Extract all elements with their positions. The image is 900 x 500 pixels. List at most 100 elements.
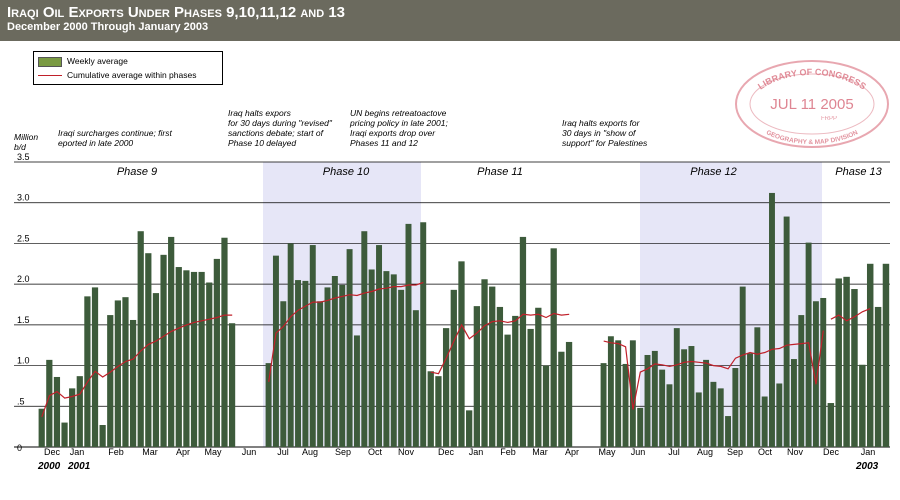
bar xyxy=(725,416,732,447)
bar xyxy=(512,315,519,447)
bar xyxy=(353,335,360,447)
bar xyxy=(504,334,511,447)
bar xyxy=(427,371,434,447)
x-tick-label: Apr xyxy=(565,447,579,457)
bar xyxy=(295,280,302,447)
library-stamp: LIBRARY OF CONGRESS JUL 11 2005 FRPP GEO… xyxy=(735,60,889,148)
x-tick-label: May xyxy=(204,447,222,457)
y-tick-label: 3.0 xyxy=(17,193,30,203)
bar xyxy=(558,351,565,447)
bar xyxy=(783,216,790,447)
y-axis-label: Million b/d xyxy=(14,132,39,152)
bar xyxy=(695,392,702,447)
bar xyxy=(851,289,858,447)
x-tick-label: Sep xyxy=(727,447,743,457)
x-tick-label: Jul xyxy=(668,447,680,457)
cumulative-line xyxy=(41,314,233,418)
cumulative-line xyxy=(603,330,824,410)
phase-label: Phase 11 xyxy=(477,166,523,178)
bar xyxy=(228,323,236,447)
stamp-code: FRPP xyxy=(821,116,837,122)
bar xyxy=(420,222,427,447)
x-tick-label: Feb xyxy=(108,447,124,457)
bar xyxy=(703,359,710,447)
bar xyxy=(309,245,316,447)
bar xyxy=(339,284,346,447)
bar xyxy=(843,276,850,447)
bar xyxy=(761,396,768,447)
bar xyxy=(152,293,160,447)
bar xyxy=(527,328,534,447)
bar xyxy=(168,236,175,447)
bar xyxy=(798,315,805,447)
bar xyxy=(550,248,557,447)
bar xyxy=(61,422,68,447)
phase-label: Phase 10 xyxy=(323,166,370,178)
legend-item-bars: Weekly average xyxy=(38,55,128,67)
bar xyxy=(137,231,144,447)
y-tick-label: 3.5 xyxy=(17,152,30,162)
bar xyxy=(69,388,76,447)
year-label-2000: 2000 xyxy=(38,461,61,472)
bar xyxy=(644,354,651,447)
y-tick-label: .5 xyxy=(17,396,25,406)
x-tick-label: Oct xyxy=(368,447,383,457)
bar xyxy=(519,236,527,447)
bar xyxy=(145,253,152,447)
legend-bar-label: Weekly average xyxy=(67,56,128,66)
bar xyxy=(190,271,198,447)
chart-subtitle: December 2000 Through January 2003 xyxy=(7,21,209,33)
bar xyxy=(324,287,331,447)
bar xyxy=(76,376,83,447)
annotation-palestine-halt: Iraq halts exports for 30 days in "show o… xyxy=(562,118,648,148)
bar xyxy=(790,359,797,447)
x-tick-label: Dec xyxy=(823,447,840,457)
bar xyxy=(820,297,827,447)
bar xyxy=(435,376,442,447)
bar xyxy=(272,255,279,447)
bar xyxy=(629,340,636,447)
bar xyxy=(265,363,272,447)
bar xyxy=(280,301,287,447)
svg-text:LIBRARY OF CONGRESS: LIBRARY OF CONGRESS xyxy=(756,67,868,92)
legend-line-label: Cumulative average within phases xyxy=(67,70,197,80)
bar xyxy=(213,258,220,447)
bar xyxy=(368,269,375,447)
legend: Weekly average Cumulative average within… xyxy=(33,51,223,85)
bar xyxy=(542,365,550,447)
bar-swatch-icon xyxy=(38,56,62,67)
x-tick-label: May xyxy=(598,447,616,457)
bar xyxy=(489,286,496,447)
bar xyxy=(859,364,866,447)
bar xyxy=(882,263,890,447)
bar xyxy=(535,307,542,447)
year-label-2001: 2001 xyxy=(68,461,91,472)
bar xyxy=(835,278,842,447)
annotation-surcharges: Iraqi surcharges continue; first eported … xyxy=(58,128,172,148)
x-tick-label: Jul xyxy=(277,447,289,457)
bar xyxy=(651,350,658,447)
bar xyxy=(53,376,61,447)
x-tick-label: Oct xyxy=(758,447,773,457)
bar xyxy=(615,340,622,447)
bar xyxy=(221,237,228,447)
x-tick-label: Dec xyxy=(44,447,61,457)
bar xyxy=(874,306,882,447)
bar xyxy=(688,346,695,447)
bar xyxy=(442,328,450,447)
y-tick-label: 2.5 xyxy=(17,233,30,243)
bar xyxy=(747,353,753,447)
bar xyxy=(637,407,644,447)
x-tick-label: Jan xyxy=(861,447,876,457)
stamp-line-1: LIBRARY OF CONGRESS xyxy=(756,67,868,92)
stamp-date: JUL 11 2005 xyxy=(770,96,853,113)
bar xyxy=(622,363,629,447)
y-tick-label: 1.5 xyxy=(17,315,30,325)
bar xyxy=(458,261,465,447)
bar xyxy=(776,383,783,447)
bar xyxy=(175,267,182,447)
bar xyxy=(600,363,607,447)
cumulative-line xyxy=(830,308,871,322)
